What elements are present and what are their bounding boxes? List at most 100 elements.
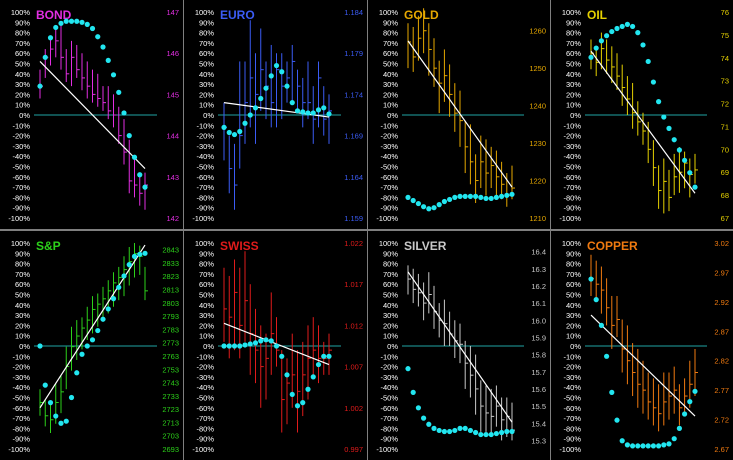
baby-blue-dot	[105, 57, 111, 64]
baby-blue-dot	[415, 405, 421, 411]
price-tick-label: 1.159	[344, 214, 363, 223]
pct-tick-label: 90%	[199, 249, 214, 258]
baby-blue-dot	[126, 133, 132, 139]
pct-tick-label: 60%	[383, 280, 398, 289]
pct-tick-label: -50%	[12, 163, 30, 172]
baby-blue-dot	[68, 18, 75, 24]
baby-blue-dot	[509, 428, 515, 435]
price-tick-label: 2713	[162, 418, 179, 427]
baby-blue-dot	[604, 33, 610, 39]
baby-blue-dot	[457, 425, 463, 431]
baby-blue-dot	[421, 204, 427, 210]
pct-tick-label: -70%	[563, 183, 581, 192]
price-tick-label: 1210	[529, 214, 546, 223]
pct-tick-label: 70%	[566, 39, 581, 48]
pct-tick-label: -70%	[196, 414, 214, 423]
price-tick-label: 76	[721, 8, 729, 17]
pct-tick-label: -60%	[196, 404, 214, 413]
baby-blue-dot	[284, 372, 290, 378]
pct-tick-label: -80%	[380, 424, 398, 433]
baby-blue-dot	[131, 154, 138, 160]
baby-blue-dot	[426, 421, 432, 427]
baby-blue-dot	[315, 361, 322, 368]
baby-blue-dot	[671, 436, 677, 442]
trend-line	[590, 50, 696, 194]
pct-tick-label: -70%	[380, 414, 398, 423]
baby-blue-dot	[473, 193, 479, 199]
pct-tick-label: -80%	[196, 424, 214, 433]
baby-blue-dot	[84, 343, 90, 349]
baby-blue-dot	[142, 184, 148, 190]
baby-blue-dot	[47, 35, 54, 41]
pct-tick-label: 90%	[199, 18, 214, 27]
baby-blue-dot	[452, 194, 458, 200]
baby-blue-dot	[289, 391, 295, 398]
price-tick-label: 142	[166, 214, 179, 223]
price-tick-label: 16.2	[531, 282, 546, 291]
pct-tick-label: -60%	[380, 173, 398, 182]
price-tick-label: 15.9	[531, 333, 546, 342]
pct-tick-label: 70%	[383, 39, 398, 48]
price-tick-label: 15.6	[531, 385, 546, 394]
baby-blue-dot	[650, 443, 656, 449]
baby-blue-dot	[493, 194, 499, 200]
baby-blue-dot	[598, 322, 604, 328]
pct-tick-label: 60%	[15, 49, 30, 58]
baby-blue-dot	[37, 83, 43, 89]
price-tick-label: 0.997	[344, 445, 363, 454]
baby-blue-dot	[462, 193, 468, 199]
pct-tick-label: 20%	[383, 90, 398, 99]
pct-tick-label: -90%	[563, 204, 581, 213]
baby-blue-dot	[692, 184, 698, 190]
pct-tick-label: -30%	[563, 142, 581, 151]
pct-tick-label: 100%	[562, 8, 582, 17]
pct-tick-label: -20%	[196, 363, 214, 372]
pct-tick-label: -30%	[196, 142, 214, 151]
price-tick-label: 70	[721, 145, 729, 154]
pct-tick-label: 0%	[19, 111, 30, 120]
baby-blue-dot	[661, 442, 667, 448]
price-tick-label: 2703	[162, 432, 179, 441]
pct-tick-label: 90%	[15, 18, 30, 27]
pct-tick-label: 20%	[566, 321, 581, 330]
panel-bond: 100%90% 80%70%60% 50%40%30%20% 10%0%-10% -20…	[8, 8, 179, 223]
pct-tick-label: -10%	[12, 121, 30, 130]
baby-blue-dot	[242, 342, 248, 348]
baby-blue-dot	[63, 18, 69, 24]
trend-line	[407, 271, 513, 423]
baby-blue-dot	[473, 429, 479, 436]
baby-blue-dot	[37, 343, 43, 349]
baby-blue-dot	[614, 417, 620, 423]
pct-tick-label: 50%	[383, 60, 398, 69]
pct-tick-label: -100%	[8, 214, 30, 223]
pct-tick-label: -70%	[380, 183, 398, 192]
baby-blue-dot	[604, 353, 610, 359]
panel-title: GOLD	[404, 8, 439, 22]
baby-blue-dot	[326, 111, 332, 117]
price-tick-label: 72	[721, 100, 729, 109]
pct-tick-label: -70%	[12, 414, 30, 423]
panel-oil: 100%90% 80%70%60% 50%40%30%20% 10%0%-10% -20…	[559, 8, 729, 223]
baby-blue-dot	[247, 341, 253, 347]
baby-blue-dot	[593, 297, 599, 303]
baby-blue-dot	[441, 428, 447, 435]
price-tick-label: 2.72	[714, 416, 729, 425]
baby-blue-dot	[321, 353, 327, 359]
pct-tick-label: -10%	[196, 352, 214, 361]
baby-blue-dot	[53, 24, 59, 31]
panel-gold: 100%90% 80%70%60% 50%40%30%20% 10%0%-10% -20…	[376, 8, 546, 223]
price-tick-label: 1.174	[344, 90, 363, 99]
baby-blue-dot	[74, 18, 80, 24]
pct-tick-label: 80%	[383, 29, 398, 38]
pct-tick-label: -10%	[196, 121, 214, 130]
baby-blue-dot	[682, 157, 688, 163]
pct-tick-label: 30%	[383, 311, 398, 320]
price-tick-label: 1.184	[344, 8, 363, 17]
baby-blue-dot	[447, 428, 453, 435]
baby-blue-dot	[221, 343, 227, 349]
baby-blue-dot	[116, 89, 122, 95]
price-tick-label: 1.164	[344, 173, 363, 182]
baby-blue-dot	[95, 327, 101, 334]
pct-tick-label: 50%	[15, 291, 30, 300]
price-tick-label: 2823	[162, 272, 179, 281]
